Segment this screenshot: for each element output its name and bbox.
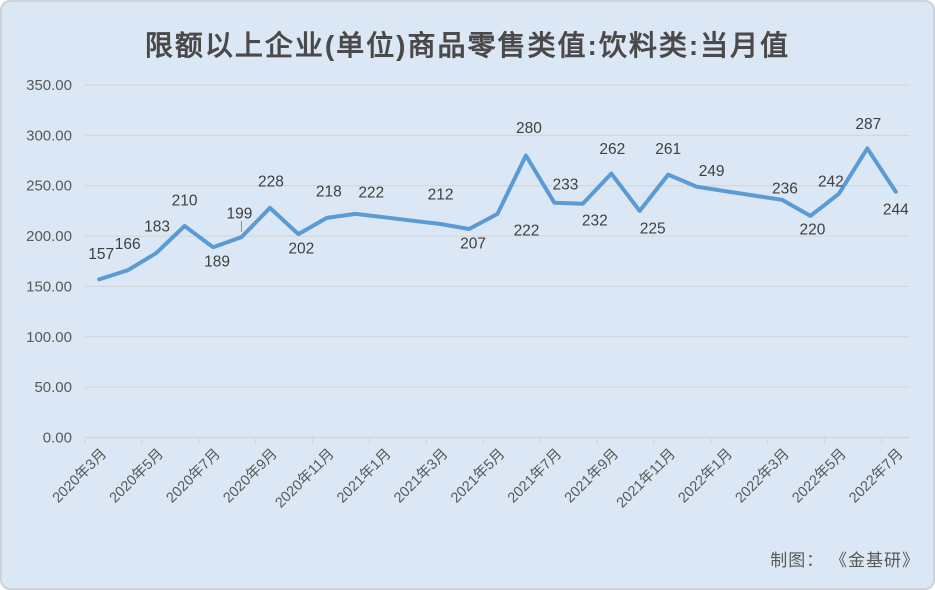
y-axis-label: 50.00 xyxy=(34,379,72,396)
data-point-label: 232 xyxy=(582,212,608,229)
data-point-label: 222 xyxy=(358,184,384,201)
data-point-label: 220 xyxy=(799,221,825,238)
x-axis-label: 2022年5月 xyxy=(789,445,850,506)
data-point-label: 222 xyxy=(514,222,540,239)
x-axis-label: 2021年3月 xyxy=(390,445,451,506)
data-point-label: 242 xyxy=(818,173,844,190)
x-axis-label: 2021年7月 xyxy=(504,445,565,506)
x-axis-label: 2021年1月 xyxy=(333,445,394,506)
data-point-label: 218 xyxy=(316,183,342,200)
y-axis-label: 350.00 xyxy=(26,77,72,94)
data-point-label: 233 xyxy=(552,176,578,193)
data-point-label: 287 xyxy=(855,116,881,133)
y-axis-label: 150.00 xyxy=(26,278,72,295)
data-point-label: 228 xyxy=(258,173,284,190)
y-axis-label: 200.00 xyxy=(26,228,72,245)
x-axis-label: 2022年1月 xyxy=(675,445,736,506)
data-point-label: 207 xyxy=(460,236,486,253)
data-point-label: 183 xyxy=(144,219,170,236)
data-point-label: 166 xyxy=(115,236,141,253)
x-axis-label: 2021年5月 xyxy=(447,445,508,506)
data-point-label: 236 xyxy=(772,180,798,197)
data-point-label: 210 xyxy=(172,193,198,210)
x-axis-label: 2022年7月 xyxy=(846,445,907,506)
data-point-label: 261 xyxy=(655,141,681,158)
x-axis-label: 2020年9月 xyxy=(220,445,281,506)
data-point-label: 202 xyxy=(288,241,314,258)
series-line xyxy=(97,146,898,282)
data-point-label: 212 xyxy=(428,186,454,203)
y-axis-label: 100.00 xyxy=(26,329,72,346)
data-point-label: 249 xyxy=(699,163,725,180)
data-point-label: 157 xyxy=(88,246,114,263)
credit-text: 制图： 《金基研》 xyxy=(770,551,920,570)
data-point-label: 199 xyxy=(227,206,253,223)
x-axis-label: 2020年7月 xyxy=(163,445,224,506)
x-axis-label: 2020年5月 xyxy=(106,445,167,506)
data-point-label: 244 xyxy=(883,201,909,218)
y-axis-label: 250.00 xyxy=(26,178,72,195)
x-axis-label: 2020年11月 xyxy=(272,445,338,511)
chart-title: 限额以上企业(单位)商品零售类值:饮料类:当月值 xyxy=(144,30,791,61)
data-point-label: 225 xyxy=(640,220,666,237)
x-axis-label: 2020年3月 xyxy=(49,445,110,506)
x-axis-label: 2021年11月 xyxy=(613,445,679,511)
x-axis-label: 2022年3月 xyxy=(732,445,793,506)
data-point-label: 280 xyxy=(516,120,542,137)
x-axis-label: 2021年9月 xyxy=(561,445,622,506)
y-axis-label: 0.00 xyxy=(43,430,72,447)
data-point-label: 262 xyxy=(599,141,625,158)
data-point-label: 189 xyxy=(204,254,230,271)
y-axis-label: 300.00 xyxy=(26,127,72,144)
